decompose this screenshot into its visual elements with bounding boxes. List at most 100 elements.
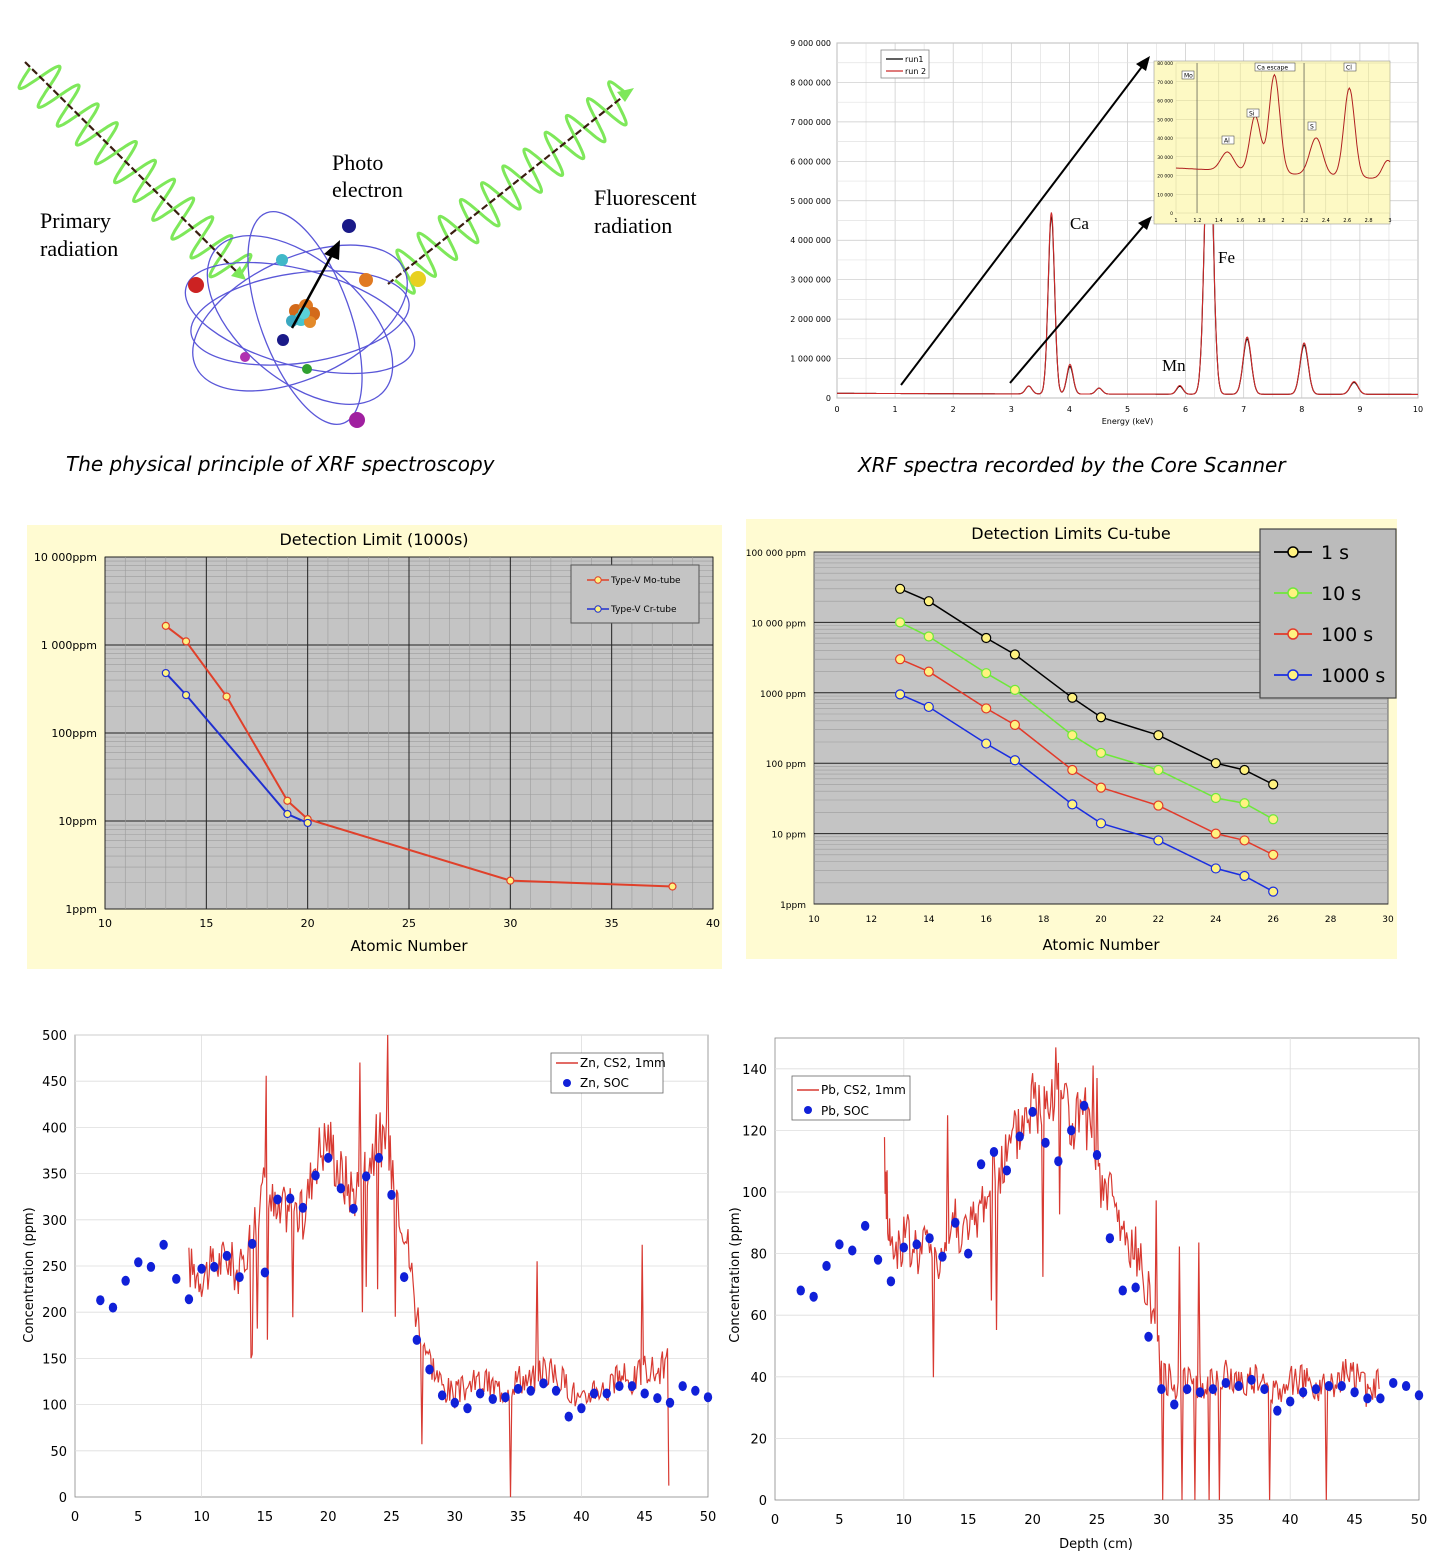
data-point	[981, 632, 992, 644]
y-tick-label: 0	[759, 1494, 767, 1509]
data-point	[336, 1183, 346, 1194]
data-point	[134, 1257, 143, 1268]
x-tick-label: 24	[1210, 915, 1222, 925]
inset-x-tick: 1.8	[1258, 218, 1266, 224]
y-tick-label: 10 ppm	[771, 831, 806, 841]
data-point	[1144, 1331, 1153, 1342]
series	[161, 621, 677, 891]
y-tick-label: 3 000 000	[790, 276, 831, 285]
axes: 0 5 10 15 20 25 30 35 40 45 50 0 20 40 60 80 100 120 140	[742, 1063, 1427, 1528]
data-point	[1157, 1384, 1166, 1395]
data-point	[1095, 747, 1107, 759]
pb-concentration-chart: 0 5 10 15 20 25 30 35 40 45 50 0 20 40 60 80 100 120 140 P…	[722, 1020, 1445, 1558]
y-tick-label: 60	[750, 1309, 767, 1324]
data-point	[1324, 1381, 1334, 1392]
data-point	[298, 1202, 308, 1213]
photo-electron-arrow	[290, 250, 336, 329]
inset-x-tick: 2.2	[1300, 218, 1308, 224]
data-point	[1363, 1393, 1372, 1404]
data-point	[668, 882, 677, 891]
data-point	[665, 1397, 675, 1408]
legend-run1: run1	[905, 55, 924, 64]
fluorescent-radiation-label-1: Fluorescent	[594, 185, 697, 210]
y-tick-label: 0	[59, 1491, 67, 1506]
data-point	[1239, 870, 1250, 882]
inset-x-tick: 3	[1388, 218, 1391, 224]
data-point	[895, 617, 906, 628]
data-point	[1028, 1106, 1037, 1117]
y-tick-label: 1ppm	[780, 901, 806, 911]
y-tick-label: 1 000 000	[790, 355, 831, 364]
data-point	[1170, 1399, 1179, 1410]
x-tick-label: 30	[1382, 915, 1394, 925]
x-tick-label: 35	[510, 1510, 527, 1525]
electron	[349, 412, 365, 428]
inset-label-box: Mo	[1184, 73, 1193, 80]
x-tick-label: 40	[706, 917, 720, 930]
x-tick-label: 10	[193, 1510, 210, 1525]
data-point	[1247, 1374, 1256, 1385]
data-point	[1221, 1377, 1230, 1388]
fluorescent-radiation-ray	[387, 94, 626, 285]
series	[796, 1047, 1424, 1501]
y-tick-label: 250	[42, 1260, 67, 1275]
data-point	[602, 1388, 611, 1399]
xrf-spectra-chart: 0 1 2 3 4 5 6 7 8 9 10 0 1 000 000 2 000 000 3 000 000…	[770, 30, 1440, 490]
inset-y-tick: 70 000	[1157, 80, 1173, 86]
data-point	[184, 1294, 194, 1305]
data-point	[564, 1411, 573, 1422]
y-tick-label: 350	[42, 1168, 67, 1183]
data-point	[989, 1146, 999, 1157]
data-point	[286, 1193, 295, 1204]
axes: 10 12 14 16 18 20 22 24 26 28 30 1ppm 10 ppm 100 ppm 1…	[746, 549, 1394, 925]
data-point	[1041, 1137, 1050, 1148]
primary-radiation-arrowhead	[231, 266, 246, 280]
data-point	[895, 654, 906, 665]
data-point	[886, 1276, 896, 1287]
inset-y-tick: 40 000	[1157, 136, 1173, 142]
inset-x-tick: 1.4	[1215, 218, 1223, 224]
data-point	[1210, 863, 1221, 874]
data-point	[450, 1397, 459, 1408]
data-point	[248, 1238, 257, 1249]
data-point	[923, 666, 934, 677]
legend-label: 1 s	[1321, 542, 1349, 564]
data-point	[1210, 792, 1221, 804]
zoom-arrow-1	[900, 63, 1145, 386]
legend-label: 1000 s	[1321, 665, 1385, 687]
detection-limit-mo-svg: Detection Limit (1000s) 10 15 20 25 30 35 40 1p…	[34, 530, 720, 955]
y-tick-label: 0	[826, 394, 831, 403]
data-point	[1210, 758, 1221, 769]
electron	[277, 334, 289, 346]
data-point	[260, 1267, 270, 1278]
data-point	[895, 689, 906, 700]
orbit	[206, 235, 394, 405]
data-point	[361, 1171, 371, 1182]
x-tick-label: 25	[402, 917, 416, 930]
data-point	[873, 1254, 883, 1265]
data-point	[1131, 1282, 1140, 1293]
legend-run2: run 2	[905, 67, 926, 76]
data-point	[1195, 1387, 1205, 1398]
data-point	[895, 583, 906, 594]
x-tick-label: 10	[808, 915, 820, 925]
data-point	[1079, 1100, 1089, 1111]
series-line	[883, 1047, 1380, 1501]
y-tick-label: 140	[742, 1063, 767, 1078]
y-tick-label: 100	[742, 1186, 767, 1201]
x-tick-label: 22	[1153, 915, 1164, 925]
inset-y-tick: 0	[1170, 211, 1173, 217]
electron	[410, 271, 426, 287]
data-point	[1095, 818, 1107, 829]
data-point	[222, 1250, 232, 1261]
data-point	[1009, 755, 1020, 766]
legend-mo: Type-V Mo-tube	[610, 576, 681, 586]
inset-background	[1153, 60, 1391, 225]
data-point	[488, 1394, 497, 1405]
photo-electron-arrowhead	[324, 240, 340, 260]
legend-marker	[1287, 587, 1299, 599]
x-axis-label: Energy (keV)	[1102, 417, 1154, 426]
data-point	[1015, 1131, 1024, 1142]
zoom-arrow-1-head	[1136, 56, 1150, 71]
x-axis-label: Atomic Number	[1042, 936, 1160, 954]
